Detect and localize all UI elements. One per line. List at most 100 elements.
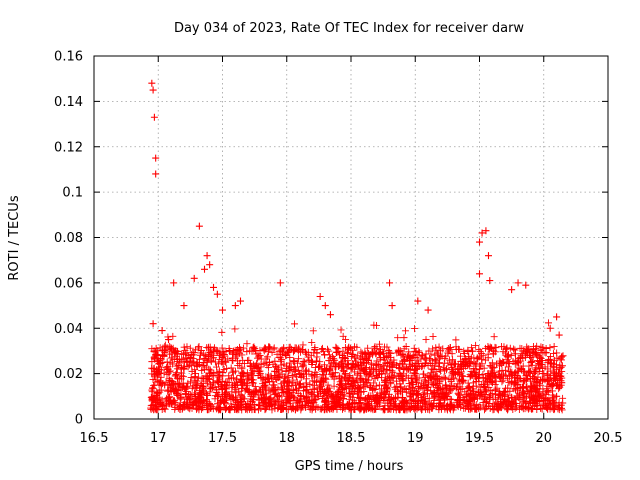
data-point bbox=[203, 406, 211, 414]
data-point bbox=[387, 349, 395, 357]
data-point bbox=[552, 370, 560, 378]
data-point bbox=[337, 326, 345, 334]
data-point bbox=[337, 359, 345, 367]
data-point bbox=[488, 379, 496, 387]
data-point bbox=[153, 388, 161, 396]
data-point bbox=[447, 360, 455, 368]
data-point bbox=[219, 386, 227, 394]
data-point bbox=[340, 395, 348, 403]
data-point bbox=[514, 359, 522, 367]
data-point bbox=[164, 387, 172, 395]
data-point bbox=[308, 372, 316, 380]
data-point bbox=[213, 290, 221, 298]
data-point bbox=[377, 393, 385, 401]
data-point bbox=[334, 388, 342, 396]
data-point bbox=[298, 363, 306, 371]
data-point bbox=[202, 402, 210, 410]
data-point bbox=[165, 336, 173, 344]
data-point bbox=[472, 341, 480, 349]
data-point bbox=[463, 357, 471, 365]
data-point bbox=[225, 392, 233, 400]
data-point bbox=[158, 327, 166, 335]
y-tick-label: 0.12 bbox=[54, 140, 83, 155]
data-point bbox=[365, 350, 373, 358]
data-point bbox=[309, 327, 317, 335]
data-point bbox=[149, 365, 157, 373]
data-point bbox=[550, 342, 558, 350]
data-point bbox=[187, 353, 195, 361]
data-point bbox=[468, 389, 476, 397]
data-point bbox=[449, 368, 457, 376]
data-point bbox=[240, 369, 248, 377]
data-point bbox=[381, 343, 389, 351]
data-point bbox=[162, 346, 170, 354]
data-point bbox=[540, 370, 548, 378]
data-point bbox=[198, 367, 206, 375]
data-point bbox=[397, 383, 405, 391]
data-point bbox=[284, 373, 292, 381]
data-point bbox=[284, 406, 292, 414]
data-point bbox=[381, 378, 389, 386]
data-point bbox=[170, 355, 178, 363]
data-point bbox=[380, 356, 388, 364]
data-point bbox=[438, 352, 446, 360]
data-point bbox=[312, 395, 320, 403]
data-point bbox=[492, 373, 500, 381]
data-point bbox=[330, 382, 338, 390]
data-point bbox=[401, 327, 409, 335]
data-point bbox=[417, 355, 425, 363]
data-point bbox=[409, 380, 417, 388]
data-point bbox=[497, 343, 505, 351]
data-point bbox=[525, 369, 533, 377]
data-point bbox=[428, 402, 436, 410]
data-point bbox=[248, 406, 256, 414]
data-point bbox=[157, 373, 165, 381]
data-point bbox=[294, 355, 302, 363]
data-point bbox=[403, 398, 411, 406]
data-point bbox=[438, 390, 446, 398]
data-point bbox=[236, 359, 244, 367]
data-point bbox=[428, 390, 436, 398]
data-point bbox=[331, 356, 339, 364]
data-point bbox=[422, 401, 430, 409]
data-point bbox=[375, 381, 383, 389]
data-point bbox=[456, 383, 464, 391]
data-point bbox=[372, 382, 380, 390]
data-point bbox=[183, 383, 191, 391]
data-point bbox=[522, 281, 530, 289]
data-point bbox=[201, 351, 209, 359]
data-point bbox=[256, 367, 264, 375]
data-point bbox=[197, 397, 205, 405]
data-point bbox=[492, 395, 500, 403]
data-point bbox=[424, 383, 432, 391]
data-point bbox=[299, 347, 307, 355]
data-point bbox=[550, 405, 558, 413]
data-point bbox=[190, 274, 198, 282]
data-point bbox=[496, 367, 504, 375]
data-point bbox=[283, 392, 291, 400]
data-point bbox=[438, 375, 446, 383]
y-tick-label: 0 bbox=[75, 413, 83, 428]
data-point bbox=[472, 371, 480, 379]
data-point bbox=[504, 363, 512, 371]
data-point bbox=[537, 343, 545, 351]
data-point bbox=[472, 405, 480, 413]
data-point bbox=[243, 340, 251, 348]
data-point bbox=[152, 344, 160, 352]
data-point bbox=[354, 394, 362, 402]
data-point bbox=[261, 345, 269, 353]
data-point bbox=[276, 279, 284, 287]
data-point bbox=[555, 406, 563, 414]
data-point bbox=[341, 374, 349, 382]
x-tick-label: 18.5 bbox=[337, 431, 366, 446]
data-point bbox=[396, 406, 404, 414]
data-point bbox=[336, 400, 344, 408]
data-point bbox=[274, 397, 282, 405]
data-point bbox=[526, 375, 534, 383]
data-point bbox=[388, 302, 396, 310]
data-point bbox=[314, 363, 322, 371]
data-point bbox=[401, 356, 409, 364]
data-point bbox=[516, 383, 524, 391]
data-point bbox=[270, 345, 278, 353]
data-point bbox=[464, 348, 472, 356]
